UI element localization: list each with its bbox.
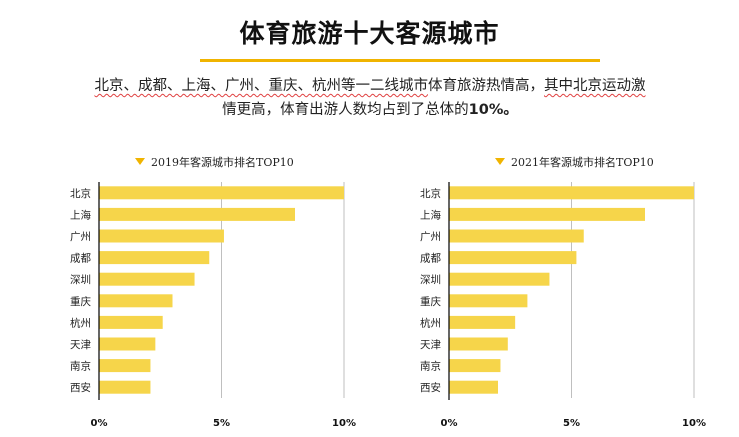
bar [449, 315, 516, 329]
x-tick-label: 5% [563, 418, 580, 429]
bar [449, 294, 528, 308]
category-label: 重庆 [420, 295, 441, 308]
page-title: 体育旅游十大客源城市 [239, 19, 500, 48]
chart-2021: 2021年客源城市排名TOP10 0% 5% 10% 北京上海广州成都深圳重庆杭州天津… [390, 150, 739, 430]
bar [99, 359, 151, 373]
bar [99, 294, 173, 308]
category-label: 广州 [420, 231, 441, 243]
bar [449, 337, 508, 351]
category-label: 深圳 [420, 274, 441, 286]
description: 北京、成都、上海、广州、重庆、杭州等一二线城市体育旅游热情高，其中北京运动激情更… [80, 74, 660, 122]
triangle-down-icon [135, 158, 145, 165]
chart-title: 2019年客源城市排名TOP10 [151, 156, 294, 169]
category-label: 西安 [70, 381, 91, 394]
category-label: 北京 [420, 187, 441, 200]
x-tick-label: 0% [91, 418, 108, 429]
description-part: 10%。 [468, 102, 518, 118]
category-label: 广州 [70, 231, 91, 243]
description-part: 北京、成都、上海、广州、重庆、杭州等一二线城市 [94, 78, 429, 94]
bar [99, 251, 210, 265]
chart-2019: 2019年客源城市排名TOP10 0% 5% 10% 北京上海广州成都深圳重庆杭州天津… [40, 150, 400, 430]
chart-legend: 2021年客源城市排名TOP10 [495, 154, 654, 170]
bar [449, 251, 577, 265]
description-part: 情更高，体育出游人数均占到了总体的 [222, 102, 469, 118]
category-label: 杭州 [420, 316, 441, 329]
x-tick-label: 10% [682, 418, 706, 429]
bar [99, 207, 295, 221]
bar [99, 272, 195, 286]
category-label: 上海 [70, 208, 91, 221]
category-label: 成都 [70, 253, 91, 265]
bar [99, 186, 344, 200]
title-underline [200, 59, 600, 62]
bar [449, 186, 694, 200]
x-tick-label: 5% [213, 418, 230, 429]
description-part: 体育旅游热情高， [428, 78, 544, 94]
bar [449, 229, 584, 243]
chart-title: 2021年客源城市排名TOP10 [511, 156, 654, 169]
description-part: 其中北京运动激 [544, 78, 646, 94]
x-tick-label: 0% [441, 418, 458, 429]
category-label: 南京 [420, 360, 441, 373]
x-tick-label: 10% [332, 418, 356, 429]
chart-legend: 2019年客源城市排名TOP10 [135, 154, 294, 170]
category-label: 杭州 [70, 316, 91, 329]
bar [99, 229, 224, 243]
category-label: 南京 [70, 360, 91, 373]
bar [449, 272, 550, 286]
category-label: 上海 [420, 208, 441, 221]
bar [99, 337, 156, 351]
category-label: 西安 [420, 381, 441, 394]
bar [99, 380, 151, 394]
category-label: 天津 [70, 339, 91, 351]
bar [449, 207, 645, 221]
category-label: 重庆 [70, 295, 91, 308]
category-label: 成都 [420, 253, 441, 265]
category-label: 北京 [70, 187, 91, 200]
triangle-down-icon [495, 158, 505, 165]
bar [99, 315, 163, 329]
category-label: 天津 [420, 339, 441, 351]
bar [449, 380, 498, 394]
category-label: 深圳 [70, 274, 91, 286]
bar [449, 359, 501, 373]
